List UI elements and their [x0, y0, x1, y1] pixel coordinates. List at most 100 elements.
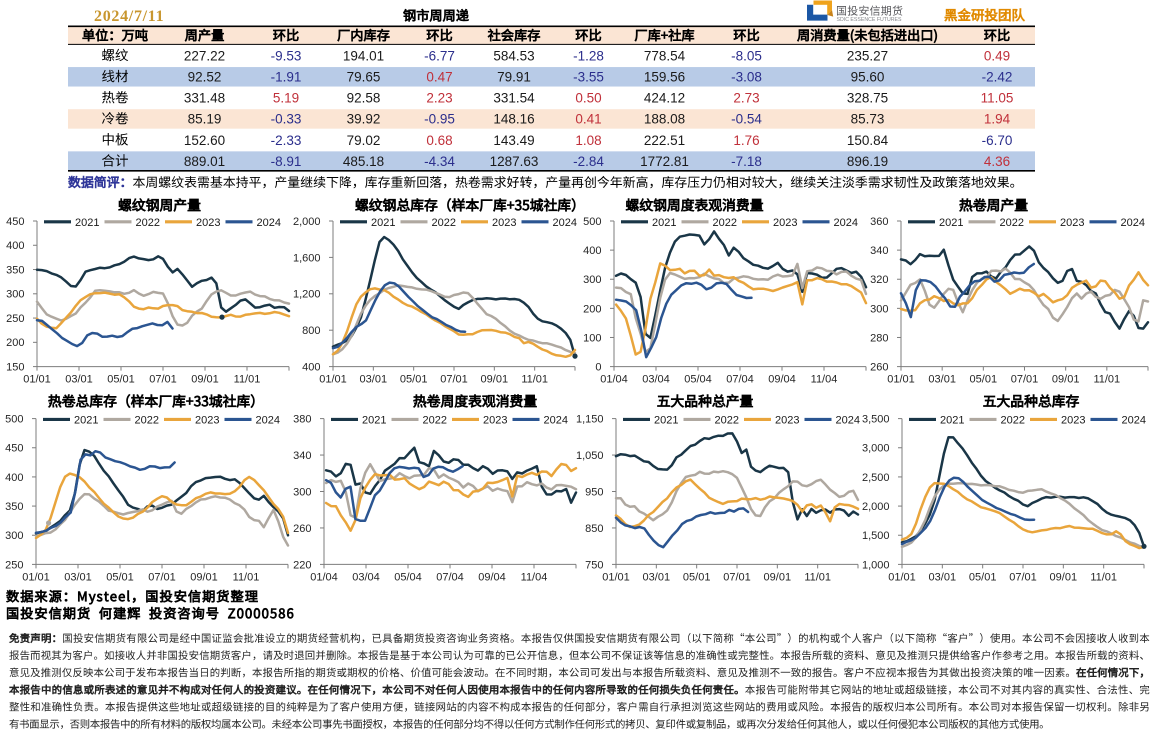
svg-text:01/01: 01/01 — [888, 571, 916, 583]
svg-text:-3.08: -3.08 — [731, 70, 762, 85]
svg-text:350: 350 — [5, 501, 23, 513]
svg-text:1,200: 1,200 — [293, 289, 321, 301]
svg-text:11/01: 11/01 — [1093, 374, 1120, 386]
svg-text:1,600: 1,600 — [293, 252, 321, 264]
svg-text:2023: 2023 — [196, 217, 220, 229]
svg-text:-2.42: -2.42 — [982, 70, 1013, 85]
svg-text:300: 300 — [583, 274, 601, 286]
svg-text:2023: 2023 — [492, 217, 516, 229]
svg-text:2024: 2024 — [834, 217, 858, 229]
svg-text:09/01: 09/01 — [190, 571, 218, 583]
svg-text:1.08: 1.08 — [575, 133, 601, 148]
svg-text:889.01: 889.01 — [184, 154, 225, 169]
svg-text:03/01: 03/01 — [360, 374, 388, 386]
svg-text:584.53: 584.53 — [493, 49, 534, 64]
svg-text:-1.91: -1.91 — [271, 70, 302, 85]
svg-text:0.47: 0.47 — [426, 70, 452, 85]
svg-text:-0.33: -0.33 — [271, 112, 302, 127]
svg-text:05/04: 05/04 — [684, 374, 712, 386]
svg-text:194.01: 194.01 — [343, 49, 384, 64]
svg-text:2024/7/11: 2024/7/11 — [94, 8, 164, 25]
svg-text:07/01: 07/01 — [1011, 374, 1039, 386]
svg-text:778.54: 778.54 — [644, 49, 686, 64]
svg-text:2021: 2021 — [362, 414, 386, 426]
svg-text:3,000: 3,000 — [862, 443, 890, 455]
svg-text:380: 380 — [293, 414, 311, 426]
svg-text:-0.95: -0.95 — [424, 112, 455, 127]
svg-text:500: 500 — [583, 216, 601, 228]
svg-text:03/04: 03/04 — [642, 374, 670, 386]
svg-text:340: 340 — [870, 245, 888, 257]
svg-text:1.94: 1.94 — [984, 112, 1011, 127]
svg-text:500: 500 — [5, 414, 23, 426]
svg-text:4.36: 4.36 — [984, 154, 1010, 169]
svg-text:09/04: 09/04 — [478, 571, 506, 583]
svg-text:09/01: 09/01 — [764, 571, 792, 583]
svg-text:5.19: 5.19 — [273, 91, 299, 106]
svg-text:2022: 2022 — [713, 217, 737, 229]
svg-text:260: 260 — [293, 523, 311, 535]
svg-text:340: 340 — [293, 450, 311, 462]
svg-text:220: 220 — [293, 559, 311, 571]
svg-text:2021: 2021 — [371, 217, 395, 229]
svg-text:200: 200 — [6, 337, 24, 349]
svg-text:0.50: 0.50 — [575, 91, 601, 106]
svg-text:2023: 2023 — [483, 414, 507, 426]
svg-text:750: 750 — [585, 559, 603, 571]
svg-text:2022: 2022 — [1000, 217, 1024, 229]
svg-text:03/01: 03/01 — [64, 571, 92, 583]
svg-text:1772.81: 1772.81 — [640, 154, 689, 169]
svg-text:227.22: 227.22 — [184, 49, 225, 64]
svg-text:2024: 2024 — [553, 217, 577, 229]
svg-text:09/01: 09/01 — [1052, 374, 1080, 386]
svg-text:2,000: 2,000 — [862, 501, 890, 513]
svg-text:300: 300 — [870, 303, 888, 315]
svg-text:11/04: 11/04 — [811, 374, 838, 386]
svg-text:03/01: 03/01 — [643, 571, 671, 583]
svg-text:11/01: 11/01 — [234, 374, 261, 386]
svg-text:850: 850 — [585, 523, 603, 535]
svg-text:400: 400 — [5, 472, 23, 484]
svg-text:05/01: 05/01 — [970, 374, 998, 386]
svg-text:2022: 2022 — [715, 414, 739, 426]
svg-text:2,000: 2,000 — [293, 216, 321, 228]
svg-text:-2.33: -2.33 — [271, 133, 302, 148]
svg-text:200: 200 — [583, 303, 601, 315]
svg-text:09/01: 09/01 — [481, 374, 509, 386]
svg-text:331.54: 331.54 — [493, 91, 535, 106]
svg-text:2022: 2022 — [1001, 414, 1025, 426]
svg-text:03/01: 03/01 — [929, 571, 957, 583]
svg-text:2.73: 2.73 — [733, 91, 759, 106]
svg-text:450: 450 — [5, 443, 23, 455]
svg-text:79.65: 79.65 — [347, 70, 381, 85]
svg-text:250: 250 — [6, 313, 24, 325]
svg-text:2024: 2024 — [1122, 414, 1146, 426]
svg-text:424.12: 424.12 — [644, 91, 685, 106]
svg-text:148.16: 148.16 — [493, 112, 534, 127]
svg-text:2024: 2024 — [544, 414, 568, 426]
svg-text:-1.28: -1.28 — [573, 49, 604, 64]
svg-text:2024: 2024 — [836, 414, 860, 426]
svg-text:950: 950 — [585, 486, 603, 498]
svg-text:01/04: 01/04 — [600, 374, 628, 386]
svg-text:07/04: 07/04 — [436, 571, 464, 583]
svg-text:-8.91: -8.91 — [271, 154, 302, 169]
svg-text:360: 360 — [870, 216, 888, 228]
svg-text:300: 300 — [5, 530, 23, 542]
svg-text:350: 350 — [6, 264, 24, 276]
svg-text:01/01: 01/01 — [602, 571, 630, 583]
svg-text:05/04: 05/04 — [394, 571, 422, 583]
svg-text:-2.84: -2.84 — [573, 154, 604, 169]
svg-text:01/01: 01/01 — [887, 374, 915, 386]
svg-text:07/01: 07/01 — [148, 571, 176, 583]
svg-text:3,500: 3,500 — [862, 414, 890, 426]
svg-text:188.08: 188.08 — [644, 112, 685, 127]
svg-text:05/01: 05/01 — [107, 374, 135, 386]
svg-text:11/01: 11/01 — [804, 571, 831, 583]
svg-text:0.41: 0.41 — [575, 112, 601, 127]
svg-text:2022: 2022 — [432, 217, 456, 229]
svg-text:-3.55: -3.55 — [573, 70, 604, 85]
svg-text:2.23: 2.23 — [426, 91, 452, 106]
svg-text:05/01: 05/01 — [969, 571, 997, 583]
svg-text:85.73: 85.73 — [851, 112, 885, 127]
